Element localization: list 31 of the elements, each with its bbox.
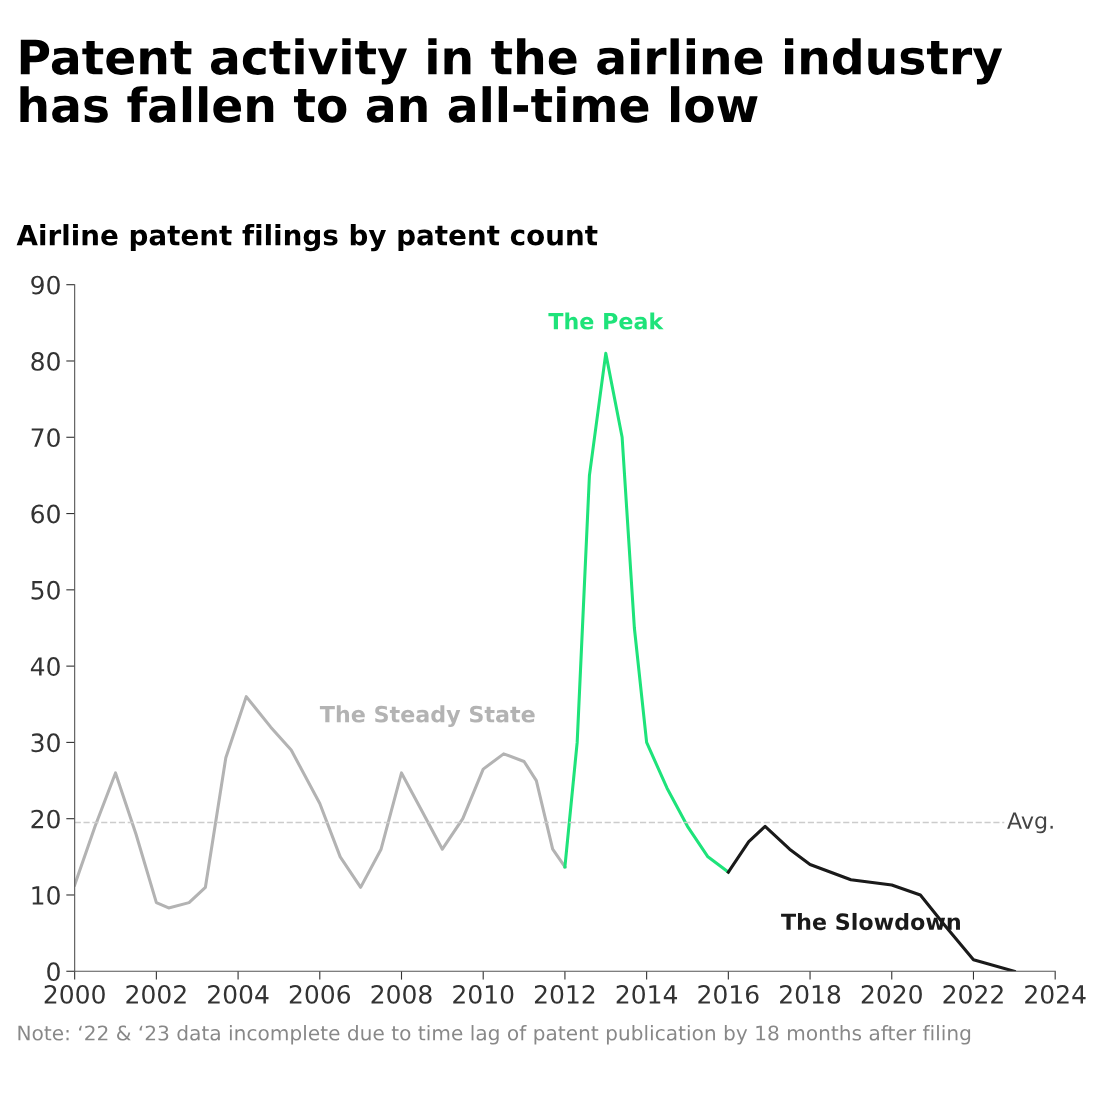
y-tick-label: 60 bbox=[31, 504, 60, 524]
y-tick-label: 10 bbox=[32, 885, 60, 905]
x-tick-label: 2000 bbox=[44, 984, 105, 1004]
ref-line-label: Avg. bbox=[1007, 812, 1053, 834]
x-tick-label: 2004 bbox=[208, 984, 269, 1004]
x-tick-label: 2002 bbox=[126, 984, 186, 1004]
x-tick-label: 2018 bbox=[780, 984, 841, 1004]
text: Note: ‘22 & ‘23 data incomplete due to time lag of patent publication by 18 months after filing bbox=[18, 1025, 971, 1045]
series-label: The Steady State bbox=[319, 705, 535, 728]
y-tick-label: 50 bbox=[31, 580, 60, 600]
chart-subtitle: Airline patent filings by patent count bbox=[16, 224, 598, 252]
line-series bbox=[563, 351, 730, 874]
y-tick-label: 90 bbox=[31, 275, 60, 295]
x-tick-label: 2010 bbox=[453, 984, 514, 1004]
chart-title: Patent activity in the airline industry has fallen to an all-time low bbox=[20, 38, 1003, 123]
y-tick-label: 30 bbox=[31, 733, 60, 753]
y-tick-label: 80 bbox=[31, 351, 60, 371]
x-tick-label: 2014 bbox=[616, 984, 678, 1004]
y-tick-label: 0 bbox=[47, 962, 60, 982]
x-tick-label: 2024 bbox=[1025, 984, 1086, 1004]
line-series bbox=[74, 695, 567, 910]
x-tick-label: 2006 bbox=[289, 984, 351, 1004]
x-tick-label: 2008 bbox=[371, 984, 432, 1004]
x-tick-label: 2012 bbox=[534, 984, 595, 1004]
y-tick-label: 70 bbox=[31, 428, 60, 448]
x-tick-label: 2020 bbox=[861, 984, 922, 1004]
y-tick-label: 40 bbox=[30, 657, 60, 676]
x-tick-label: 2022 bbox=[943, 984, 1003, 1004]
x-tick-label: 2016 bbox=[698, 984, 759, 1004]
series-label: The Peak bbox=[548, 312, 664, 330]
y-tick-label: 20 bbox=[31, 809, 60, 829]
